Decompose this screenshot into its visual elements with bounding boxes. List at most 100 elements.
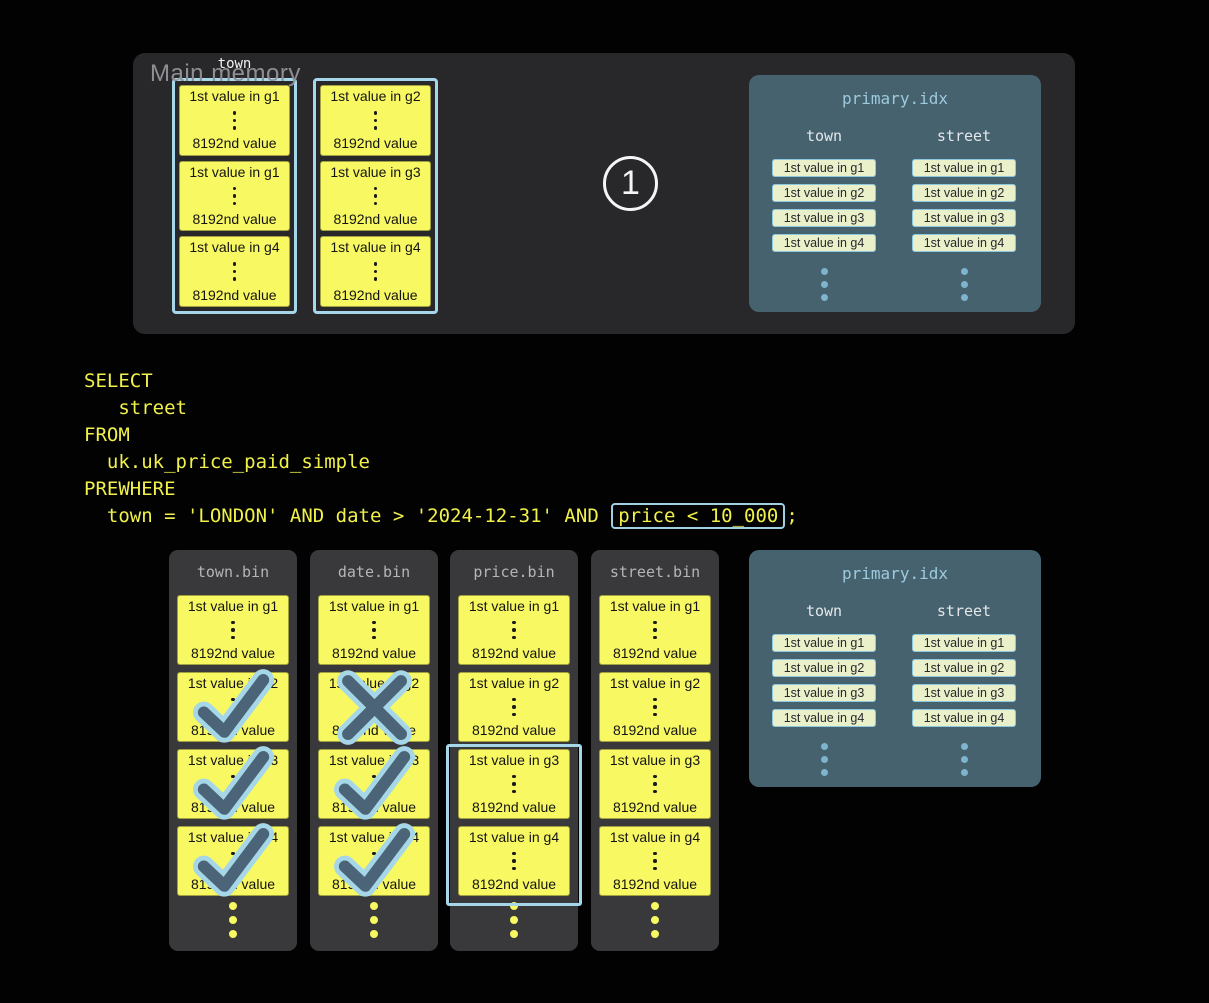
vertical-ellipsis: [373, 111, 378, 130]
bin-title: price.bin: [473, 563, 555, 581]
granule-block: 1st value in g4 8192nd value: [320, 236, 431, 308]
more-entries-dots: [960, 743, 968, 776]
index-entry: 1st value in g1: [912, 634, 1016, 652]
memory-granule-stack-1: 1st value in g1 8192nd value 1st value i…: [172, 78, 297, 314]
bin-street: street.bin 1st value in g1 8192nd value …: [591, 550, 719, 951]
vertical-ellipsis: [373, 262, 378, 281]
index-entry: 1st value in g1: [912, 159, 1016, 177]
sql-line: FROM: [84, 424, 130, 446]
granule-last-value: 8192nd value: [612, 798, 698, 815]
granule-first-value: 1st value in g2: [330, 88, 421, 104]
vertical-ellipsis: [232, 186, 237, 206]
vertical-ellipsis: [373, 186, 378, 206]
check-icon: [334, 746, 416, 820]
granule-last-value: 8192nd value: [612, 721, 698, 738]
check-icon: [334, 823, 416, 897]
granule-first-value: 1st value in g4: [468, 829, 560, 845]
index-entry: 1st value in g2: [912, 184, 1016, 202]
index-entry: 1st value in g3: [772, 209, 876, 227]
index-entry: 1st value in g3: [912, 209, 1016, 227]
index-entry: 1st value in g4: [912, 234, 1016, 252]
bin-title: street.bin: [609, 563, 701, 581]
granule-block: 1st value in g4 8192nd value: [179, 236, 290, 308]
granule-last-value: 8192nd value: [190, 644, 276, 661]
granule-block: 1st value in g3 8192nd value: [318, 746, 430, 820]
granule-first-value: 1st value in g1: [328, 598, 420, 614]
more-entries-dots: [820, 268, 828, 301]
bin-granules: 1st value in g1 8192nd value 1st value i…: [318, 595, 430, 897]
granule-last-value: 8192nd value: [471, 875, 557, 892]
index-entry: 1st value in g2: [772, 659, 876, 677]
granule-block: 1st value in g1 8192nd value: [177, 595, 289, 665]
granule-block: 1st value in g3 8192nd value: [320, 160, 431, 232]
vertical-ellipsis: [512, 697, 516, 717]
more-entries-dots: [960, 268, 968, 301]
check-icon: [193, 823, 275, 897]
granule-block: 1st value in g4 8192nd value: [318, 823, 430, 897]
memory-granule-stack-2: 1st value in g2 8192nd value 1st value i…: [313, 78, 438, 314]
granule-first-value: 1st value in g2: [468, 675, 560, 691]
granule-block: 1st value in g1 8192nd value: [318, 595, 430, 665]
primary-index-title: primary.idx: [842, 89, 948, 108]
granule-last-value: 8192nd value: [192, 135, 277, 152]
granule-first-value: 1st value in g4: [189, 239, 280, 256]
granule-block: 1st value in g4 8192nd value: [599, 826, 711, 896]
bin-granules: 1st value in g1 8192nd value 1st value i…: [599, 595, 711, 896]
bin-date: date.bin 1st value in g1 8192nd value 1s…: [310, 550, 438, 951]
index-column-header-town: town: [805, 602, 843, 620]
granule-block: 1st value in g1 8192nd value: [458, 595, 570, 665]
price-bin-selection-outline: [446, 744, 582, 906]
vertical-ellipsis: [232, 262, 237, 281]
primary-index-box-bottom: primary.idx town street 1st value in g1 …: [749, 550, 1041, 787]
index-entry: 1st value in g2: [912, 659, 1016, 677]
vertical-ellipsis: [232, 111, 237, 130]
granule-last-value: 8192nd value: [333, 286, 418, 303]
index-entry: 1st value in g3: [772, 684, 876, 702]
vertical-ellipsis: [653, 620, 657, 640]
granule-first-value: 1st value in g3: [330, 163, 421, 180]
more-entries-dots: [820, 743, 828, 776]
index-entry: 1st value in g2: [772, 184, 876, 202]
index-entry: 1st value in g1: [772, 634, 876, 652]
primary-index-box-top: primary.idx town street 1st value in g1 …: [749, 75, 1041, 312]
granule-last-value: 8192nd value: [471, 798, 557, 815]
granule-last-value: 8192nd value: [192, 210, 277, 227]
more-granules-dots: [169, 902, 297, 938]
sql-terminator: ;: [786, 505, 798, 527]
index-entry: 1st value in g4: [772, 709, 876, 727]
index-entry: 1st value in g4: [912, 709, 1016, 727]
sql-line: street: [84, 397, 187, 419]
highlighted-predicate: price < 10_000: [611, 503, 786, 529]
granule-first-value: 1st value in g3: [468, 752, 560, 768]
more-granules-dots: [591, 902, 719, 938]
sql-line: uk.uk_price_paid_simple: [84, 451, 370, 473]
index-column-header-street: street: [936, 602, 992, 620]
index-entry-column: 1st value in g1 1st value in g2 1st valu…: [912, 159, 1016, 301]
bin-town: town.bin 1st value in g1 8192nd value 1s…: [169, 550, 297, 951]
granule-last-value: 8192nd value: [612, 875, 698, 892]
granule-first-value: 1st value in g1: [189, 163, 280, 180]
granule-block: 1st value in g2 8192nd value: [458, 672, 570, 742]
sql-line: SELECT: [84, 370, 153, 392]
granule-last-value: 8192nd value: [471, 644, 557, 661]
vertical-ellipsis: [512, 774, 516, 794]
bin-title: date.bin: [337, 563, 411, 581]
granule-block: 1st value in g1 8192nd value: [179, 85, 290, 156]
granule-last-value: 8192nd value: [333, 135, 418, 152]
granule-first-value: 1st value in g4: [609, 829, 701, 845]
granule-last-value: 8192nd value: [471, 721, 557, 738]
more-granules-dots: [310, 902, 438, 938]
granule-first-value: 1st value in g4: [330, 239, 421, 256]
granule-first-value: 1st value in g2: [609, 675, 701, 691]
granule-last-value: 8192nd value: [612, 644, 698, 661]
granule-block: 1st value in g3 8192nd value: [599, 749, 711, 819]
granule-block: 1st value in g2 8192nd value: [318, 670, 430, 745]
granule-first-value: 1st value in g1: [468, 598, 560, 614]
vertical-ellipsis: [653, 697, 657, 717]
sql-line-prewhere-predicates: town = 'LONDON' AND date > '2024-12-31' …: [84, 503, 798, 530]
index-entry-column: 1st value in g1 1st value in g2 1st valu…: [772, 634, 876, 776]
granule-block: 1st value in g3 8192nd value: [177, 746, 289, 820]
granule-block: 1st value in g2 8192nd value: [177, 669, 289, 743]
step-1-badge: 1: [603, 156, 658, 211]
